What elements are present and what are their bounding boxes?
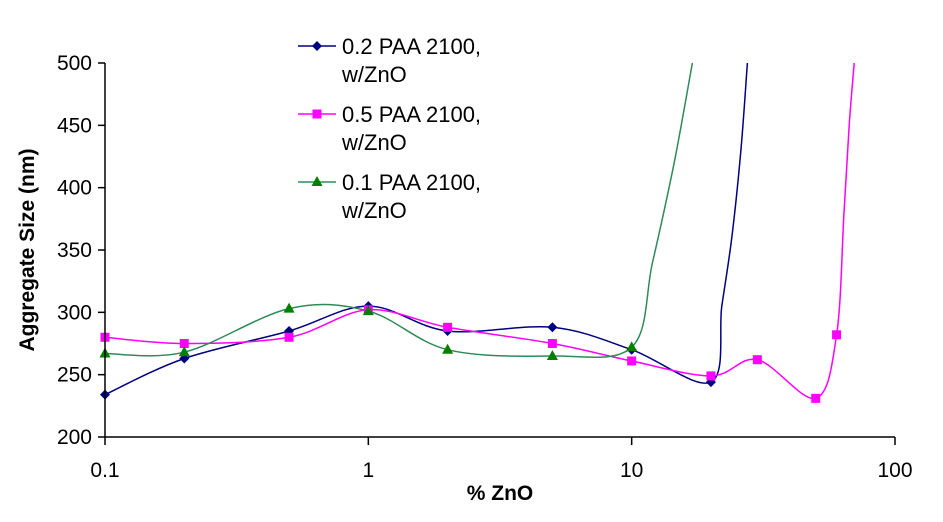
y-tick-label: 250 xyxy=(57,364,92,387)
data-point-triangle-marker xyxy=(442,343,454,354)
legend-item: 0.2 PAA 2100, w/ZnO xyxy=(298,34,481,87)
data-point-square-marker xyxy=(811,393,821,403)
legend-label: w/ZnO xyxy=(341,130,407,155)
data-point-triangle-marker xyxy=(626,341,638,352)
legend-item: 0.5 PAA 2100, w/ZnO xyxy=(298,102,481,155)
x-axis-title: % ZnO xyxy=(467,482,534,505)
series-line xyxy=(105,63,694,359)
x-tick-label: 1 xyxy=(362,459,374,482)
y-tick-label: 450 xyxy=(57,114,92,137)
legend-label: w/ZnO xyxy=(341,62,407,87)
data-point-triangle-marker xyxy=(178,346,190,357)
y-tick-label: 500 xyxy=(57,52,92,75)
data-point-square-marker xyxy=(752,355,762,365)
axes xyxy=(104,63,895,438)
axis-ticks: 200 250 300 350 400 450 500 0.1 1 10 100 xyxy=(57,52,913,482)
x-tick-label: 0.1 xyxy=(90,459,119,482)
legend-label: 0.5 PAA 2100, xyxy=(342,102,481,127)
legend-square-marker xyxy=(312,109,322,119)
y-tick-label: 400 xyxy=(57,177,92,200)
data-point-square-marker xyxy=(284,332,294,342)
legend-item: 0.1 PAA 2100, w/ZnO xyxy=(298,170,481,223)
x-tick-label: 10 xyxy=(620,459,643,482)
data-point-square-marker xyxy=(627,356,637,366)
data-point-square-marker xyxy=(706,371,716,381)
data-point-square-marker xyxy=(443,322,453,332)
y-axis-title: Aggregate Size (nm) xyxy=(16,148,39,351)
data-point-diamond-marker xyxy=(547,322,558,333)
legend-diamond-marker xyxy=(312,41,322,51)
legend-label: 0.1 PAA 2100, xyxy=(342,170,481,195)
data-point-square-marker xyxy=(547,339,557,348)
data-point-triangle-marker xyxy=(362,305,374,316)
y-tick-label: 300 xyxy=(57,301,92,324)
data-point-triangle-marker xyxy=(546,349,558,360)
series-curves xyxy=(105,63,855,400)
legend-triangle-marker xyxy=(311,176,323,186)
legend-label: w/ZnO xyxy=(341,198,407,223)
legend-label: 0.2 PAA 2100, xyxy=(342,34,481,59)
series-line xyxy=(105,63,749,396)
y-tick-label: 200 xyxy=(57,426,92,449)
data-point-triangle-marker xyxy=(283,302,295,313)
data-point-square-marker xyxy=(832,330,842,340)
x-tick-label: 100 xyxy=(877,459,912,482)
data-point-square-marker xyxy=(179,339,189,348)
series-line xyxy=(105,63,855,400)
y-tick-label: 350 xyxy=(57,239,92,262)
series-markers xyxy=(99,301,842,403)
